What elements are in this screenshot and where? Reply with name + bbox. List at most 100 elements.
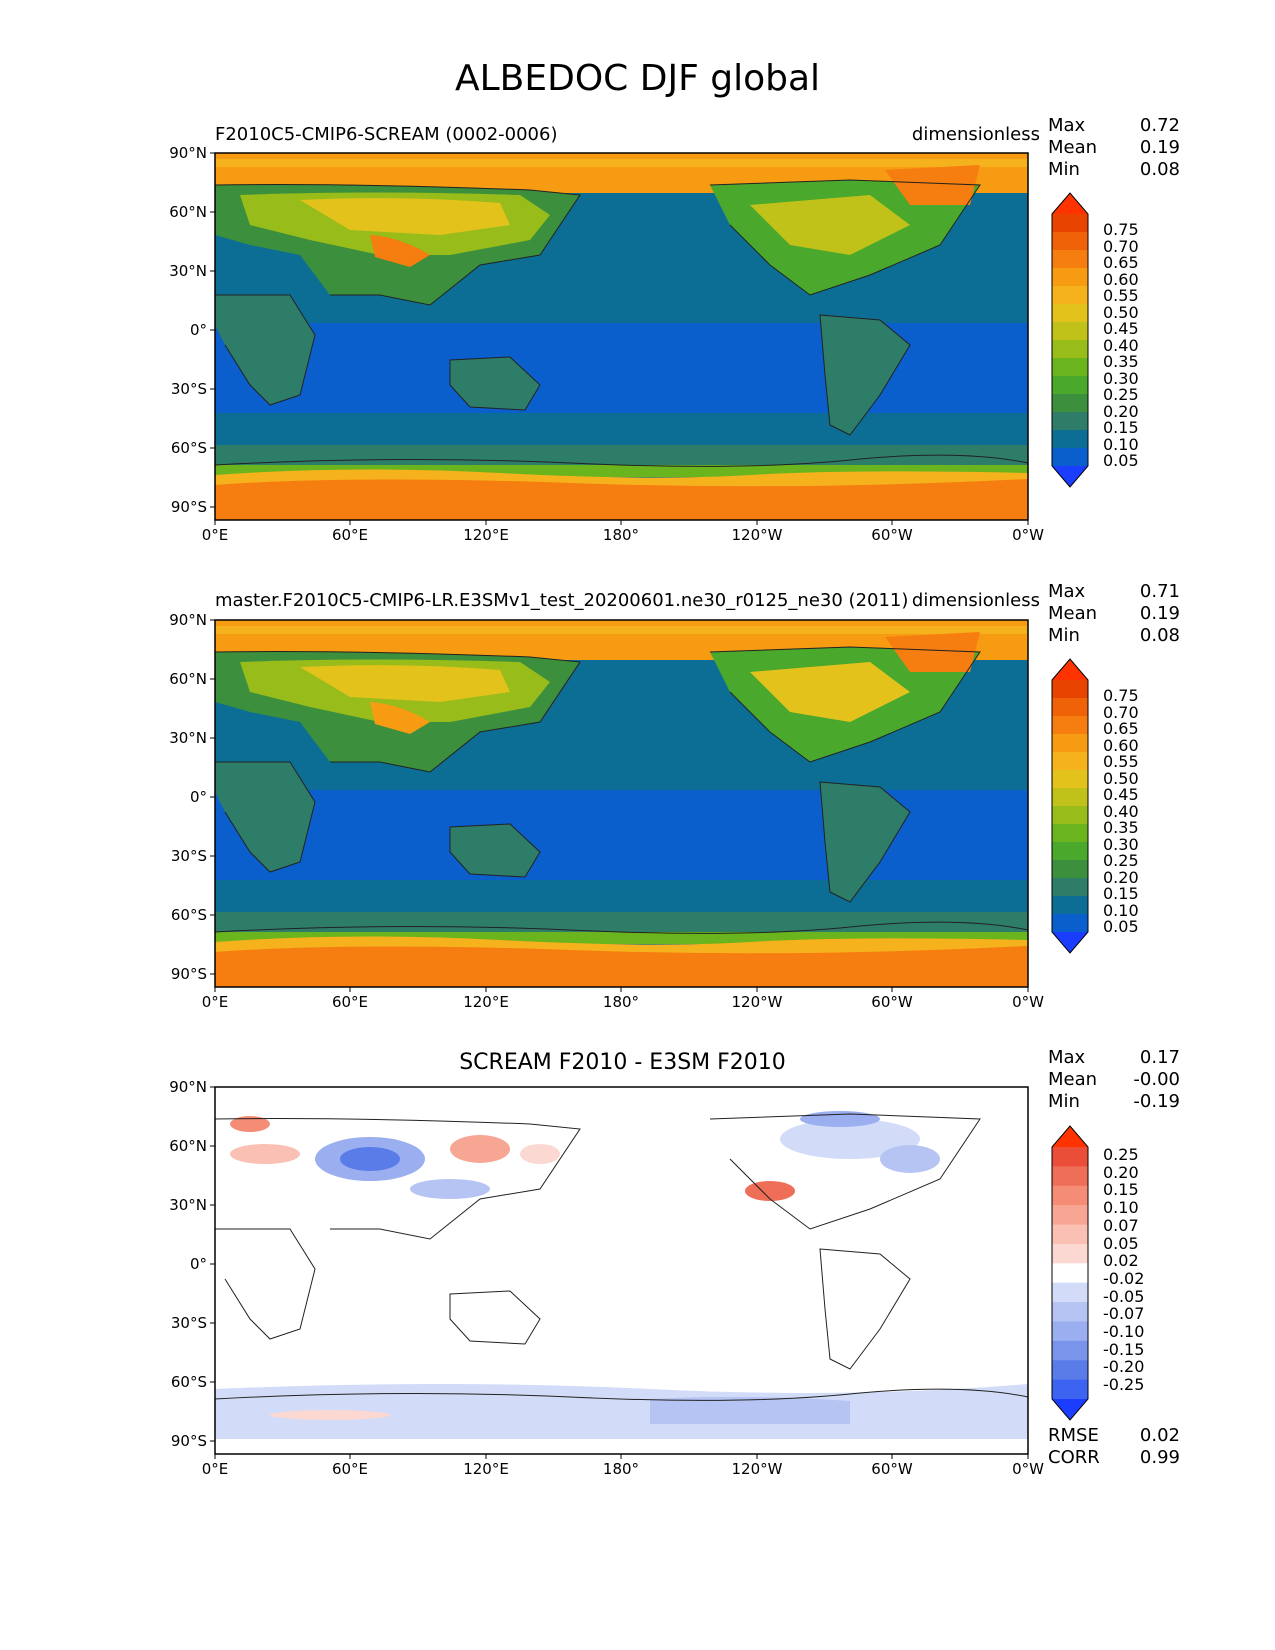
lat-tick: 0°	[190, 788, 207, 806]
panel2-max-value: 0.71	[1139, 581, 1180, 602]
lat-tick: 90°N	[169, 145, 207, 162]
colorbar-segment	[1052, 698, 1088, 717]
lon-tick: 60°E	[332, 1460, 368, 1478]
colorbar-tick-label: 0.70	[1103, 702, 1139, 722]
panel3-title: SCREAM F2010 - E3SM F2010	[459, 1050, 786, 1075]
colorbar-segment	[1052, 286, 1088, 305]
colorbar-segment	[1052, 430, 1088, 449]
colorbar-tick-label: -0.20	[1103, 1357, 1145, 1377]
panel1-mean-label: Mean	[1048, 137, 1098, 158]
colorbar-segment	[1052, 680, 1088, 699]
lat-tick: 90°N	[169, 612, 207, 629]
panel1-lat-ticks: 90°N 60°N 30°N 0° 30°S 60°S 90°S	[169, 145, 215, 516]
colorbar-tick-label: -0.07	[1103, 1304, 1145, 1324]
colorbar-tick-label: 0.05	[1103, 451, 1139, 470]
colorbar-segment	[1052, 806, 1088, 825]
colorbar-segment	[1052, 1282, 1088, 1303]
colorbar-tick-label: 0.20	[1103, 1162, 1139, 1182]
panel3-corr-label: CORR	[1048, 1447, 1100, 1468]
lon-tick: 120°W	[732, 1460, 783, 1478]
panel3-max-label: Max	[1048, 1047, 1086, 1068]
lon-tick: 0°E	[202, 526, 229, 544]
lat-tick: 30°N	[169, 262, 207, 280]
colorbar-segment	[1052, 1205, 1088, 1226]
colorbar-tick-label: 0.25	[1103, 385, 1139, 404]
panel1-field	[215, 153, 1028, 520]
panel2-coastlines	[215, 646, 1028, 934]
colorbar-tick-label: 0.55	[1103, 752, 1139, 771]
colorbar-tick-label: 0.55	[1103, 286, 1139, 305]
lon-tick: 0°E	[202, 993, 229, 1011]
lat-tick: 30°S	[171, 380, 207, 398]
lat-tick: 30°N	[169, 1196, 207, 1214]
colorbar-tick-label: 0.10	[1103, 900, 1139, 920]
colorbar-tick-label: 0.35	[1103, 818, 1139, 837]
colorbar-tick-label: 0.05	[1103, 1233, 1139, 1253]
lon-tick: 180°	[603, 1460, 639, 1478]
panel1-max-value: 0.72	[1139, 115, 1180, 136]
lat-tick: 90°N	[169, 1079, 207, 1096]
panel1-lon-ticks: 0°E 60°E 120°E 180° 120°W 60°W 0°W	[202, 520, 1044, 544]
lat-tick: 30°S	[171, 847, 207, 865]
lat-tick: 90°S	[171, 498, 207, 516]
panel3-rmse-value: 0.02	[1139, 1425, 1180, 1446]
colorbar-tick-label: 0.35	[1103, 352, 1139, 371]
lat-tick: 90°S	[171, 965, 207, 983]
lon-tick: 0°E	[202, 1460, 229, 1478]
panel1-min-value: 0.08	[1139, 159, 1180, 180]
lon-tick: 120°E	[463, 993, 509, 1011]
panel2-mean-label: Mean	[1048, 603, 1098, 624]
lat-tick: 60°S	[171, 906, 207, 924]
colorbar-extend-min	[1052, 932, 1088, 953]
panel3-map: 90°N 60°N 30°N 0° 30°S 60°S 90°S 0°E 60°…	[169, 1079, 1044, 1478]
colorbar-segment	[1052, 1263, 1088, 1284]
colorbar-segment	[1052, 878, 1088, 897]
colorbar-tick-label: 0.25	[1103, 851, 1139, 870]
colorbar-tick-label: 0.70	[1103, 236, 1139, 256]
colorbar-tick-label: 0.15	[1103, 418, 1139, 437]
colorbar-outline	[1051, 192, 1089, 488]
lat-tick: 60°N	[169, 1137, 207, 1155]
lon-tick: 120°W	[732, 993, 783, 1011]
panel2-lat-ticks: 90°N 60°N 30°N 0° 30°S 60°S 90°S	[169, 612, 215, 983]
colorbar-segment	[1052, 394, 1088, 413]
panel3-coastlines	[215, 1113, 1028, 1401]
lon-tick: 60°E	[332, 993, 368, 1011]
lat-tick: 60°S	[171, 439, 207, 457]
colorbar-segment	[1052, 250, 1088, 269]
panel2-title: master.F2010C5-CMIP6-LR.E3SMv1_test_2020…	[215, 590, 909, 611]
colorbar-segment	[1052, 340, 1088, 359]
colorbar-segment	[1052, 1321, 1088, 1342]
colorbar-segment	[1052, 896, 1088, 915]
panel2-colorbar	[1051, 658, 1089, 954]
colorbar-tick-label: 0.05	[1103, 917, 1139, 936]
colorbar-extend-min	[1052, 1399, 1088, 1420]
panel3-mean-value: -0.00	[1133, 1069, 1180, 1090]
colorbar-tick-label: 0.65	[1103, 253, 1139, 272]
colorbar-segment	[1052, 214, 1088, 233]
colorbar-tick-label: 0.02	[1103, 1251, 1139, 1271]
lon-tick: 60°E	[332, 526, 368, 544]
colorbar-segment	[1052, 376, 1088, 395]
colorbar-tick-label: -0.25	[1103, 1375, 1145, 1395]
colorbar-segment	[1052, 448, 1088, 467]
lon-tick: 120°E	[463, 526, 509, 544]
colorbar-tick-label: -0.05	[1103, 1286, 1145, 1306]
colorbar-tick-label: 0.65	[1103, 719, 1139, 738]
colorbar-segment	[1052, 716, 1088, 735]
colorbar-tick-label: 0.60	[1103, 735, 1139, 755]
colorbar-segment	[1052, 1224, 1088, 1245]
lat-tick: 0°	[190, 1255, 207, 1273]
lat-tick: 90°S	[171, 1432, 207, 1450]
colorbar-tick-label: -0.02	[1103, 1268, 1145, 1288]
colorbar-tick-label: -0.10	[1103, 1322, 1145, 1341]
colorbar-segment	[1052, 842, 1088, 861]
colorbar-tick-label: 0.10	[1103, 1198, 1139, 1218]
panel1-colorbar	[1051, 192, 1089, 488]
colorbar-segment	[1052, 1379, 1088, 1400]
colorbar-segment	[1052, 752, 1088, 771]
panel1-map: 90°N 60°N 30°N 0° 30°S 60°S 90°S 0°E 60°…	[169, 145, 1044, 544]
panel2-field	[215, 620, 1028, 987]
colorbar-tick-label: -0.15	[1103, 1339, 1145, 1359]
lat-tick: 60°N	[169, 203, 207, 221]
